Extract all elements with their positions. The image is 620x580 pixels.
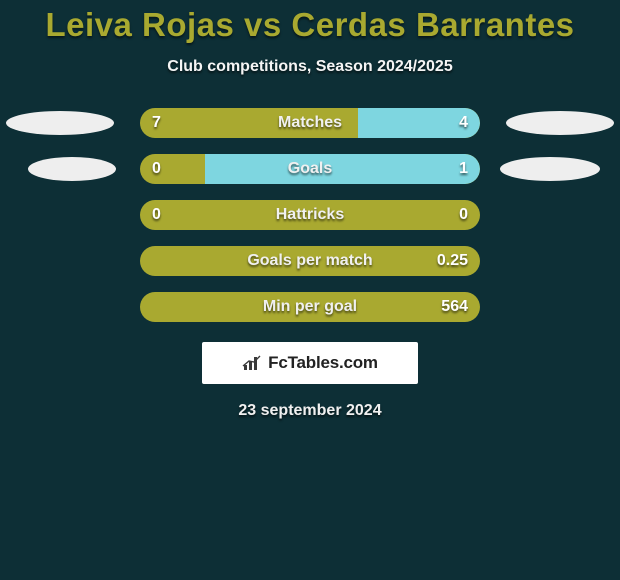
stat-row: Min per goal564 xyxy=(0,292,620,322)
stats-rows: Matches74Goals01Hattricks00Goals per mat… xyxy=(0,108,620,322)
player-left-marker xyxy=(6,111,114,135)
stat-value-right: 0.25 xyxy=(418,246,468,276)
stat-row: Goals01 xyxy=(0,154,620,184)
source-logo: FcTables.com xyxy=(202,342,418,384)
stat-value-right: 0 xyxy=(418,200,468,230)
stat-row: Hattricks00 xyxy=(0,200,620,230)
player-left-marker xyxy=(28,157,116,181)
stat-row: Goals per match0.25 xyxy=(0,246,620,276)
stat-value-right: 564 xyxy=(418,292,468,322)
stat-value-left: 0 xyxy=(152,154,202,184)
stat-value-left: 7 xyxy=(152,108,202,138)
stat-value-left xyxy=(152,292,202,322)
comparison-card: Leiva Rojas vs Cerdas Barrantes Club com… xyxy=(0,0,620,420)
page-title: Leiva Rojas vs Cerdas Barrantes xyxy=(0,6,620,44)
bar-chart-icon xyxy=(242,354,262,372)
stat-row: Matches74 xyxy=(0,108,620,138)
player-right-marker xyxy=(500,157,600,181)
stat-value-left: 0 xyxy=(152,200,202,230)
logo-text: FcTables.com xyxy=(268,353,378,373)
stat-value-right: 4 xyxy=(418,108,468,138)
stat-value-left xyxy=(152,246,202,276)
stat-value-right: 1 xyxy=(418,154,468,184)
date-stamp: 23 september 2024 xyxy=(0,402,620,420)
subtitle: Club competitions, Season 2024/2025 xyxy=(0,58,620,76)
player-right-marker xyxy=(506,111,614,135)
